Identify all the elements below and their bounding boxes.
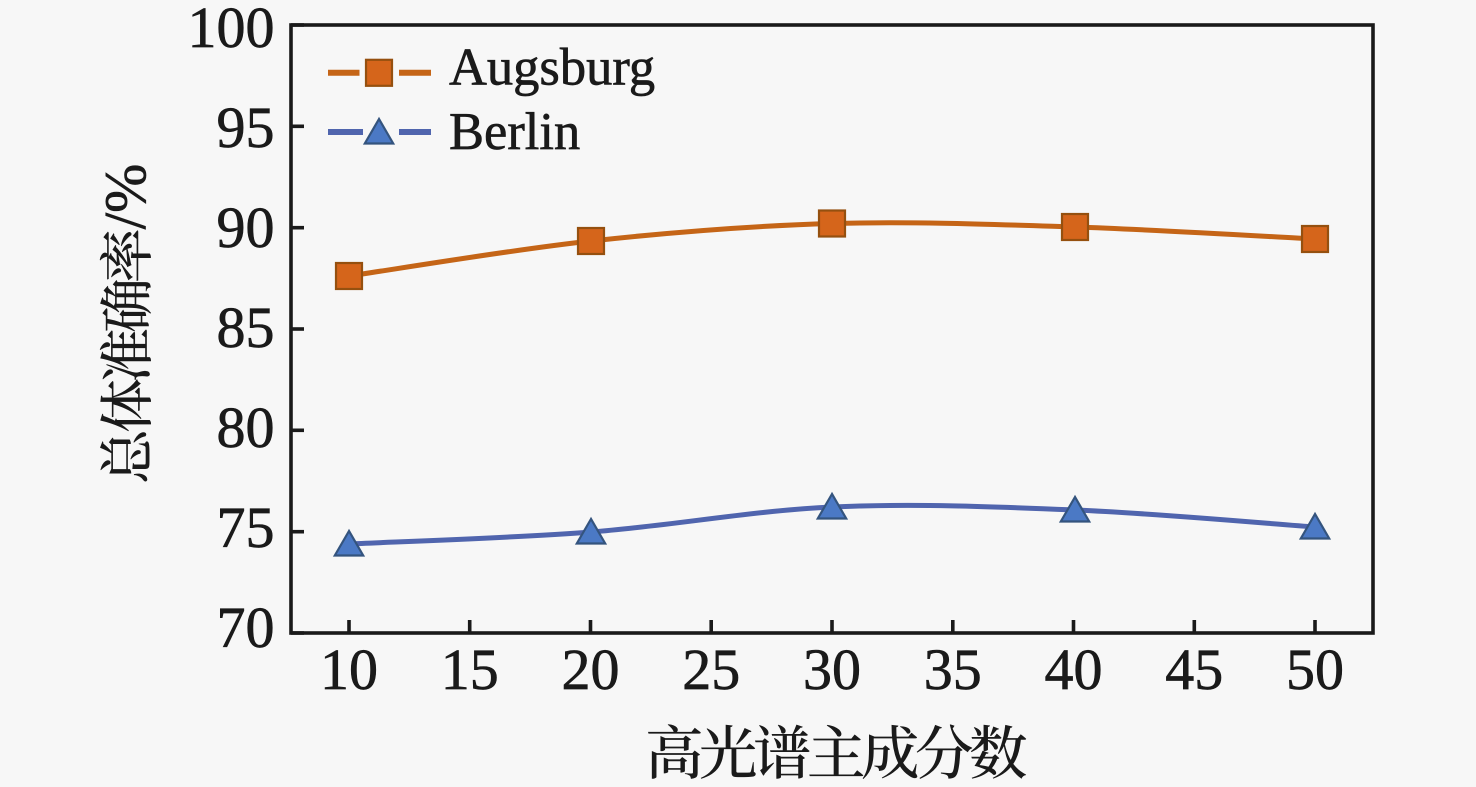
svg-text:Augsburg: Augsburg [449, 39, 655, 97]
svg-text:35: 35 [924, 637, 982, 702]
svg-text:90: 90 [217, 195, 275, 260]
svg-text:80: 80 [217, 395, 275, 460]
svg-text:100: 100 [188, 0, 275, 60]
svg-text:Berlin: Berlin [449, 103, 580, 161]
svg-text:95: 95 [217, 95, 275, 160]
svg-text:15: 15 [441, 637, 499, 702]
svg-text:50: 50 [1286, 637, 1344, 702]
svg-text:85: 85 [217, 295, 275, 360]
svg-text:30: 30 [803, 637, 861, 702]
svg-text:25: 25 [682, 637, 740, 702]
svg-text:20: 20 [562, 637, 620, 702]
svg-text:10: 10 [320, 637, 378, 702]
svg-text:/%: /% [92, 164, 158, 230]
svg-text:45: 45 [1165, 637, 1223, 702]
svg-text:75: 75 [217, 495, 275, 560]
svg-text:70: 70 [217, 595, 275, 660]
svg-text:40: 40 [1045, 637, 1103, 702]
